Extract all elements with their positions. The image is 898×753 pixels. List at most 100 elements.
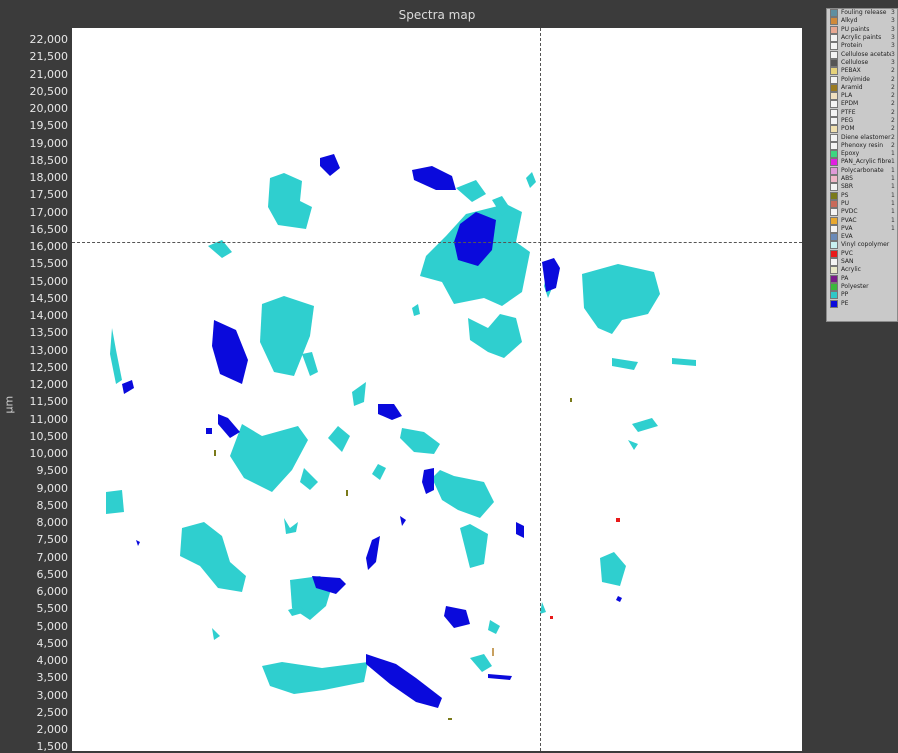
legend-count: 1 bbox=[891, 191, 895, 199]
y-tick-label: 8,000 bbox=[36, 516, 69, 529]
legend-swatch bbox=[830, 108, 838, 117]
legend-count: 3 bbox=[891, 17, 895, 25]
legend-count: 2 bbox=[891, 108, 895, 116]
legend-item[interactable]: PS 1 bbox=[827, 191, 897, 200]
legend-label: Fouling release bbox=[841, 9, 887, 17]
legend-item[interactable]: PTFE 2 bbox=[827, 108, 897, 117]
legend-label: Polyester bbox=[841, 282, 869, 290]
legend-count: 3 bbox=[891, 50, 895, 58]
legend-label: Acrylic bbox=[841, 266, 861, 274]
legend-item[interactable]: Phenoxy resin 2 bbox=[827, 141, 897, 150]
legend-item[interactable]: PLA 2 bbox=[827, 92, 897, 101]
legend-swatch bbox=[830, 274, 838, 283]
legend-item[interactable]: PAN_Acrylic fibre 1 bbox=[827, 158, 897, 167]
legend-item[interactable]: PE bbox=[827, 299, 897, 308]
legend-swatch bbox=[830, 216, 838, 225]
legend-swatch bbox=[830, 166, 838, 175]
legend-item[interactable]: PVC bbox=[827, 249, 897, 258]
y-tick-label: 1,500 bbox=[36, 740, 69, 753]
legend-swatch bbox=[830, 17, 838, 26]
legend-item[interactable]: Cellulose 3 bbox=[827, 58, 897, 67]
y-tick-label: 6,500 bbox=[36, 567, 69, 581]
legend-item[interactable]: POM 2 bbox=[827, 125, 897, 134]
particle-layer bbox=[106, 154, 696, 720]
legend-label: Protein bbox=[841, 42, 863, 50]
legend-swatch bbox=[830, 150, 838, 159]
crosshair-vertical[interactable] bbox=[540, 28, 541, 751]
legend-swatch bbox=[830, 42, 838, 51]
legend-count: 1 bbox=[891, 158, 895, 166]
legend-item[interactable]: PVA 1 bbox=[827, 224, 897, 233]
y-tick-label: 11,000 bbox=[29, 412, 69, 426]
legend-item[interactable]: EVA bbox=[827, 233, 897, 242]
y-tick-label: 4,000 bbox=[36, 654, 69, 667]
legend-swatch bbox=[830, 191, 838, 200]
legend-count: 1 bbox=[891, 199, 895, 207]
legend-count: 1 bbox=[891, 166, 895, 174]
y-tick-label: 5,000 bbox=[36, 619, 69, 633]
legend-item[interactable]: Protein 3 bbox=[827, 42, 897, 51]
y-tick-label: 5,500 bbox=[36, 602, 69, 616]
spectra-map-plot[interactable] bbox=[72, 28, 802, 751]
legend-label: PLA bbox=[841, 92, 853, 100]
y-tick-label: 3,000 bbox=[36, 688, 69, 702]
legend-swatch bbox=[830, 291, 838, 300]
legend-count: 1 bbox=[891, 175, 895, 183]
legend-item[interactable]: PU 1 bbox=[827, 199, 897, 208]
y-tick-label: 14,000 bbox=[29, 309, 69, 322]
y-tick-label: 16,000 bbox=[29, 240, 69, 253]
y-tick-label: 8,500 bbox=[36, 498, 69, 512]
legend-item[interactable]: Aramid 2 bbox=[827, 83, 897, 92]
legend-swatch bbox=[830, 58, 838, 67]
legend-count: 1 bbox=[891, 183, 895, 191]
legend-item[interactable]: PVDC 1 bbox=[827, 208, 897, 217]
legend-swatch bbox=[830, 133, 838, 142]
legend-item[interactable]: ABS 1 bbox=[827, 175, 897, 184]
legend-item[interactable]: Polyester bbox=[827, 282, 897, 291]
legend-item[interactable]: PEBAX 2 bbox=[827, 67, 897, 76]
legend-swatch bbox=[830, 233, 838, 242]
legend-item[interactable]: SAN bbox=[827, 258, 897, 267]
legend-item[interactable]: PEG 2 bbox=[827, 117, 897, 125]
legend-label: Epoxy bbox=[841, 150, 860, 158]
legend-item[interactable]: Epoxy 1 bbox=[827, 150, 897, 159]
legend-item[interactable]: PA bbox=[827, 274, 897, 283]
legend-swatch bbox=[830, 175, 838, 184]
y-tick-label: 3,500 bbox=[36, 671, 69, 685]
crosshair-horizontal[interactable] bbox=[72, 242, 802, 243]
legend-count: 2 bbox=[891, 125, 895, 133]
legend-item[interactable]: PU paints 3 bbox=[827, 25, 897, 34]
legend-swatch bbox=[830, 117, 838, 125]
legend-label: EPDM bbox=[841, 100, 859, 108]
legend-swatch bbox=[830, 241, 838, 250]
legend-item[interactable]: SBR 1 bbox=[827, 183, 897, 192]
legend-item[interactable]: PP bbox=[827, 291, 897, 300]
y-tick-label: 7,500 bbox=[36, 533, 69, 547]
y-tick-label: 12,500 bbox=[29, 360, 69, 374]
legend-swatch bbox=[830, 199, 838, 208]
legend-swatch bbox=[830, 249, 838, 258]
legend-label: PP bbox=[841, 291, 849, 299]
legend-label: PU paints bbox=[841, 25, 870, 33]
legend-item[interactable]: PVAC 1 bbox=[827, 216, 897, 225]
y-tick-label: 21,000 bbox=[29, 67, 69, 81]
legend-item[interactable]: Acrylic paints 3 bbox=[827, 34, 897, 43]
legend-label: PU bbox=[841, 199, 850, 207]
legend-count: 2 bbox=[891, 141, 895, 149]
legend-swatch bbox=[830, 141, 838, 150]
legend-count: 3 bbox=[891, 34, 895, 42]
legend-item[interactable]: Acrylic bbox=[827, 266, 897, 275]
legend-item[interactable]: EPDM 2 bbox=[827, 100, 897, 109]
legend-label: PS bbox=[841, 191, 849, 199]
legend-item[interactable]: Diene elastomer 2 bbox=[827, 133, 897, 142]
legend-swatch bbox=[830, 158, 838, 167]
legend-item[interactable]: Polycarbonate 1 bbox=[827, 166, 897, 175]
legend-swatch bbox=[830, 75, 838, 84]
legend-item[interactable]: Vinyl copolymer bbox=[827, 241, 897, 250]
legend-item[interactable]: Cellulose acetate 3 bbox=[827, 50, 897, 59]
legend-item[interactable]: Polyimide 2 bbox=[827, 75, 897, 84]
legend-item[interactable]: Alkyd 3 bbox=[827, 17, 897, 26]
legend-label: EVA bbox=[841, 233, 853, 241]
y-tick-label: 20,500 bbox=[29, 84, 69, 98]
legend-item[interactable]: Fouling release 3 bbox=[827, 9, 897, 18]
